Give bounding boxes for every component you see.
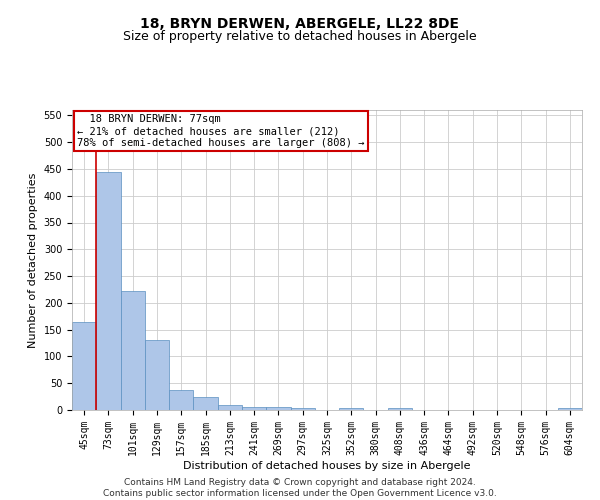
Bar bbox=[558, 408, 582, 410]
Bar bbox=[242, 408, 266, 410]
Bar bbox=[96, 172, 121, 410]
Text: 18 BRYN DERWEN: 77sqm  
← 21% of detached houses are smaller (212)
78% of semi-d: 18 BRYN DERWEN: 77sqm ← 21% of detached … bbox=[77, 114, 365, 148]
X-axis label: Distribution of detached houses by size in Abergele: Distribution of detached houses by size … bbox=[183, 460, 471, 470]
Bar bbox=[388, 408, 412, 410]
Bar bbox=[193, 397, 218, 410]
Bar bbox=[169, 390, 193, 410]
Text: Contains HM Land Registry data © Crown copyright and database right 2024.
Contai: Contains HM Land Registry data © Crown c… bbox=[103, 478, 497, 498]
Bar bbox=[290, 408, 315, 410]
Bar bbox=[218, 404, 242, 410]
Bar bbox=[339, 408, 364, 410]
Text: 18, BRYN DERWEN, ABERGELE, LL22 8DE: 18, BRYN DERWEN, ABERGELE, LL22 8DE bbox=[140, 18, 460, 32]
Bar bbox=[121, 291, 145, 410]
Bar bbox=[266, 408, 290, 410]
Bar bbox=[145, 340, 169, 410]
Bar bbox=[72, 322, 96, 410]
Y-axis label: Number of detached properties: Number of detached properties bbox=[28, 172, 38, 348]
Text: Size of property relative to detached houses in Abergele: Size of property relative to detached ho… bbox=[123, 30, 477, 43]
